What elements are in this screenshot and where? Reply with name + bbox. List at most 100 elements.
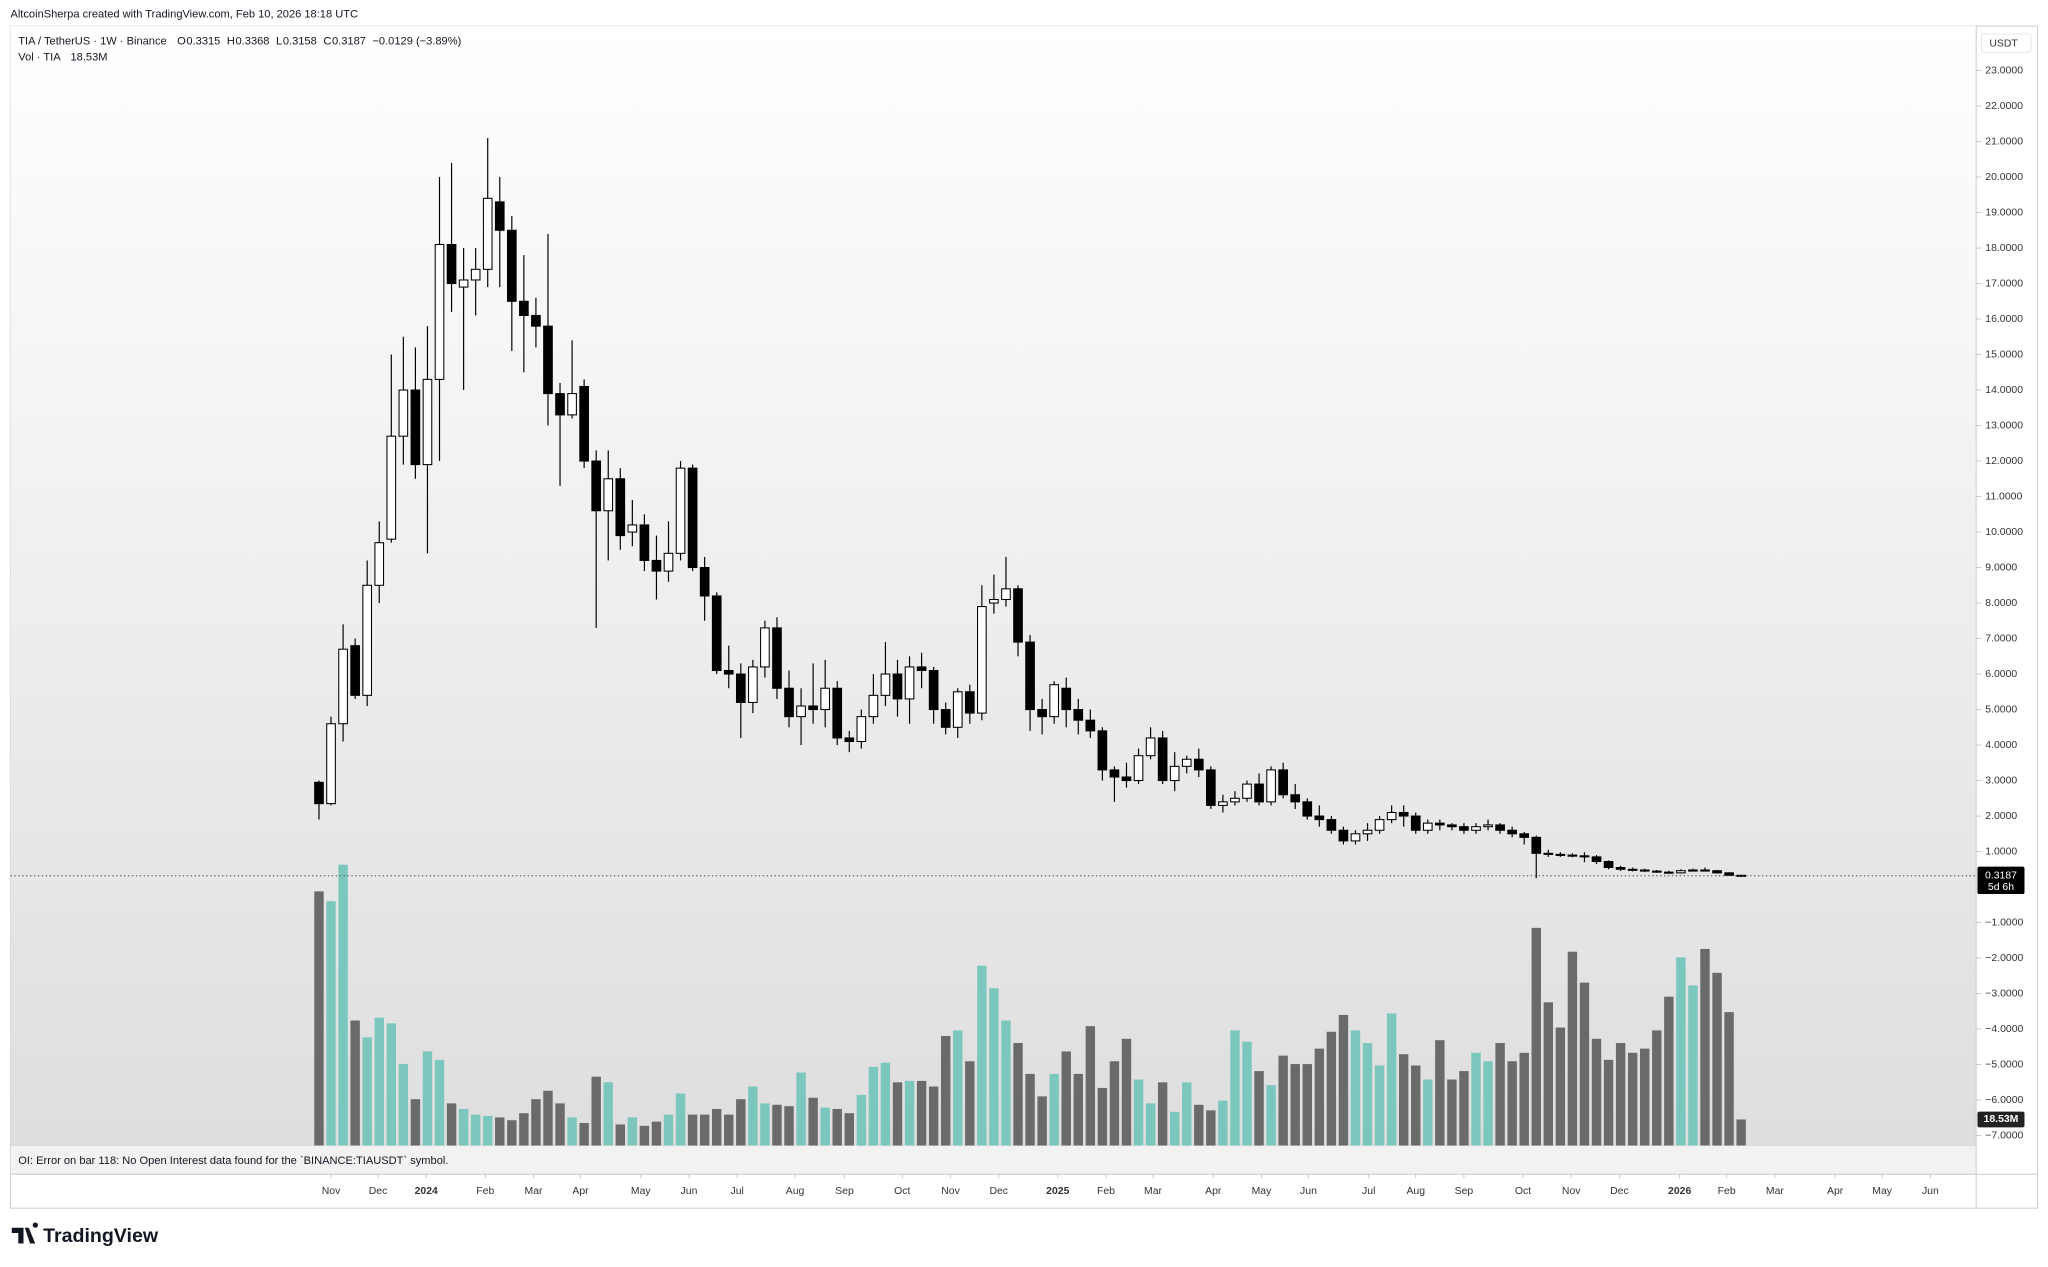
y-tick-label: 19.0000: [1985, 207, 2023, 218]
candle-body: [1025, 641, 1035, 711]
x-tick-label: Aug: [786, 1186, 805, 1197]
volume-bar: [422, 1051, 433, 1146]
price-pane: [10, 26, 1977, 1146]
candle-body: [1471, 826, 1481, 831]
candle-body: [1435, 822, 1445, 826]
candle-body: [458, 279, 469, 288]
volume-bar: [519, 1113, 529, 1146]
candle-body: [1700, 869, 1710, 872]
candle-body: [856, 716, 867, 743]
volume-bar: [326, 901, 336, 1146]
symbol: TIA / TetherUS · 1W · Binance: [18, 36, 166, 48]
candle-body: [1169, 765, 1180, 782]
candle-body: [1061, 687, 1072, 711]
candle-body: [964, 691, 975, 714]
candle-body: [784, 687, 794, 718]
candle-body: [398, 389, 409, 437]
volume-bar: [1338, 1014, 1349, 1146]
y-tick-label: 9.0000: [1985, 562, 2017, 573]
x-tick-label: Sep: [1455, 1186, 1474, 1197]
candle-body: [482, 197, 493, 270]
volume-bar: [495, 1117, 505, 1146]
currency[interactable]: USDT: [1989, 39, 2018, 50]
currency-box[interactable]: [1980, 33, 2032, 53]
candle-body: [1145, 737, 1156, 757]
x-tick-label: Dec: [989, 1186, 1008, 1197]
volume-bar: [579, 1123, 589, 1146]
candle-body: [1362, 829, 1373, 835]
candle-body: [1386, 811, 1397, 821]
candle-body: [1519, 833, 1530, 838]
volume-bar: [1182, 1082, 1192, 1146]
volume-bar: [410, 1099, 421, 1146]
y-tick-label: 23.0000: [1985, 65, 2023, 76]
candle-body: [627, 524, 638, 533]
logo[interactable]: TradingView: [11, 1222, 159, 1248]
candle-body: [1543, 852, 1554, 855]
candle-body: [1242, 783, 1252, 799]
volume-bar: [1615, 1043, 1626, 1146]
volume-bar: [386, 1023, 397, 1146]
candle-body: [1663, 871, 1674, 874]
volume-bar: [904, 1080, 915, 1146]
y-tick-label: 15.0000: [1985, 349, 2023, 360]
candle-body: [663, 552, 674, 572]
candle-body: [1230, 797, 1240, 803]
candle-body: [422, 378, 433, 466]
volume-bar: [772, 1104, 782, 1146]
candle-body: [1133, 755, 1144, 782]
x-tick-label: Mar: [1766, 1186, 1784, 1197]
logo-icon[interactable]: [11, 1222, 38, 1244]
volume-bar: [1736, 1119, 1746, 1146]
volume-bar: [892, 1082, 903, 1146]
candle-body: [1567, 854, 1578, 857]
legend-value: 0.3315: [186, 36, 220, 48]
candle-body: [748, 666, 758, 703]
x-tick-label: Sep: [835, 1186, 854, 1197]
volume-bar: [1049, 1073, 1059, 1146]
volume-bar: [651, 1121, 662, 1146]
volume-bar: [1061, 1051, 1071, 1146]
volume-bar: [760, 1103, 770, 1146]
volume-bar: [362, 1037, 372, 1146]
volume-bar: [1013, 1043, 1023, 1146]
candle-body: [1483, 824, 1493, 828]
volume-bar: [591, 1076, 601, 1146]
candle-body: [1507, 829, 1517, 835]
candle-body: [989, 598, 999, 604]
x-tick-label: Oct: [1515, 1186, 1531, 1197]
y-tick-label: 14.0000: [1985, 385, 2023, 396]
x-tick-label: 2026: [1668, 1186, 1691, 1197]
volume-bar: [1543, 1002, 1554, 1146]
volume-bar: [483, 1116, 493, 1146]
candle-body: [1157, 737, 1168, 782]
candle-body: [1422, 822, 1433, 831]
candle-body: [374, 542, 385, 586]
x-tick-label: Dec: [369, 1186, 388, 1197]
legend-change: −0.0129 (−3.89%): [372, 36, 461, 48]
volume-bar: [1603, 1059, 1614, 1146]
logo-text[interactable]: TradingView: [43, 1225, 159, 1247]
candle-body: [1447, 824, 1457, 828]
y-tick-label: −4.0000: [1985, 1024, 2023, 1035]
volume-bar: [1640, 1048, 1650, 1146]
volume-bar: [1121, 1038, 1132, 1146]
legend-label: O: [177, 36, 186, 48]
volume-bar: [1519, 1052, 1529, 1146]
volume-bar: [784, 1106, 794, 1146]
volume-bar: [712, 1108, 722, 1146]
credit: AltcoinSherpa created with TradingView.c…: [10, 8, 358, 20]
volume-bar: [1495, 1043, 1505, 1146]
candle-body: [1073, 709, 1084, 721]
x-tick-label: Jun: [681, 1186, 698, 1197]
candle-body: [1459, 826, 1469, 831]
candle-body: [1290, 794, 1301, 803]
candle-body: [808, 705, 818, 711]
y-tick-label: 7.0000: [1985, 633, 2017, 644]
candle-body: [579, 385, 589, 462]
volume-bar: [844, 1113, 854, 1146]
candle-body: [494, 201, 505, 231]
y-tick-label: 10.0000: [1985, 527, 2023, 538]
volume-bar: [1374, 1065, 1385, 1146]
